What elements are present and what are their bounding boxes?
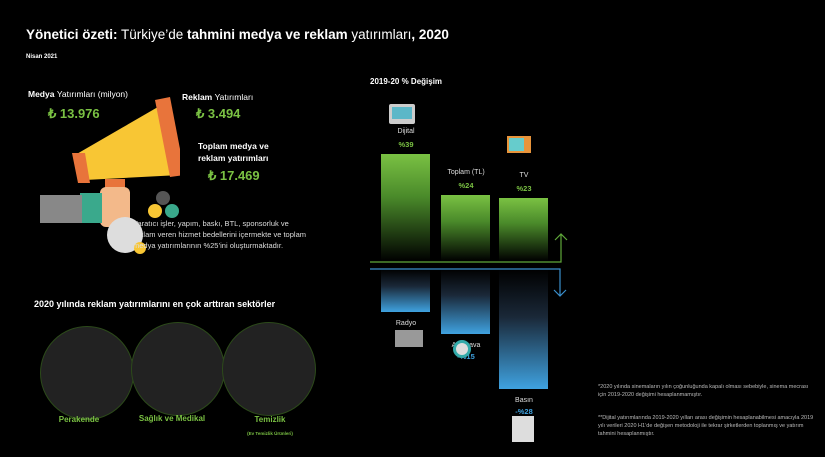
bar-label: Toplam (TL) [447,169,485,176]
total-value: ₺ 17.469 [208,168,260,183]
bar-value: %23 [516,183,532,193]
media-value: ₺ 13.976 [48,106,100,121]
sector-retail: Perakende [58,415,100,424]
radio-icon [395,330,423,347]
bar-açıkhava [441,269,490,334]
bar-label: Dijital [397,127,415,135]
bar-basın [499,269,548,390]
retail-illustration [40,326,134,420]
chart-title: 2019-20 % Değişim [370,77,443,86]
bar-label: Basın [515,397,533,405]
bar-toplam-tl- [441,195,490,261]
bar-tv [499,197,548,261]
bar-value: -%28 [515,407,533,417]
bar-value: %24 [458,181,474,190]
down-arrow-icon [370,268,567,297]
megaphone-icon [40,97,180,254]
monitor-icon [389,104,415,124]
bar-label: Radyo [395,320,417,327]
billboard-icon [453,340,471,358]
health-illustration [131,322,225,416]
sector-cleaning-sub: (Ev Temizlik Ürünleri) [247,431,293,436]
bar-label: TV [519,171,529,179]
page-title: Yönetici özeti: Türkiye’de tahmini medya… [26,27,449,42]
note-cinema: *2020 yılında sinemaların yılın çoğunluğ… [598,384,809,398]
sectors-title: 2020 yılında reklam yatırımlarını en çok… [34,299,276,309]
bar-radyo [381,269,430,312]
ad-value: ₺ 3.494 [196,106,241,121]
up-arrow-icon [370,233,568,263]
media-label: Medya Yatırımları (milyon) [28,89,128,99]
sector-cleaning: Temizlik [254,415,286,424]
bar-dijital [381,153,430,261]
ad-label: Reklam Yatırımları [182,92,254,102]
axis-arrows [370,233,568,297]
tv-icon [507,136,531,153]
bar-value: %39 [398,139,414,149]
cleaning-illustration [222,322,316,416]
sector-health: Sağlık ve Medikal [138,414,206,423]
date: Nisan 2021 [26,54,58,60]
description: Yaratıcı işler, yapım, baskı, BTL, spons… [133,219,306,250]
note-digital: **Dijital yatırımlarında 2019-2020 yılla… [598,415,814,437]
total-label: Toplam medya ve reklam yatırımları [198,141,269,163]
newspaper-icon [512,416,534,442]
